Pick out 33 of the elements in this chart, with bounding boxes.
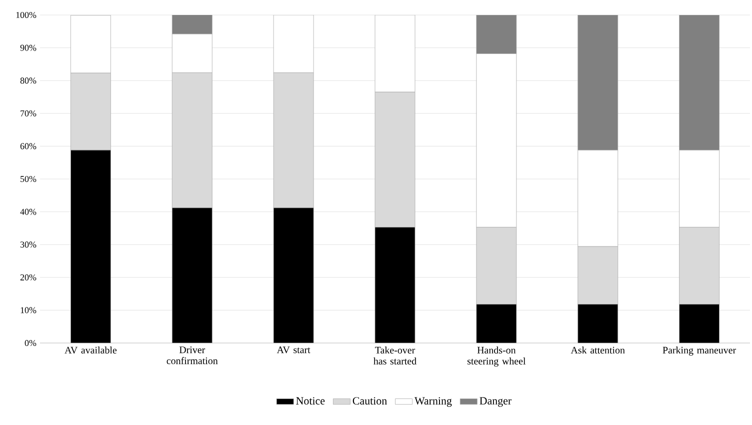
- x-tick-label: Ask attention: [570, 346, 625, 354]
- bar: [172, 14, 212, 34]
- legend-label: Notice: [296, 397, 325, 405]
- y-tick-label: 40%: [20, 208, 36, 215]
- y-tick-label: 20%: [20, 274, 36, 280]
- bar: [476, 304, 517, 343]
- legend-label: Danger: [480, 397, 512, 407]
- y-tick-label: 60%: [20, 143, 36, 150]
- bar: [679, 304, 720, 343]
- x-tick-label: AV available: [64, 346, 117, 354]
- bar: [578, 14, 618, 150]
- x-tick-label: Driver confirmation: [166, 346, 218, 364]
- bar: [374, 227, 416, 343]
- bar: [578, 304, 618, 343]
- y-tick-label: 0%: [24, 340, 36, 346]
- bar: [70, 150, 111, 343]
- bar: [679, 14, 720, 150]
- bar: [476, 14, 517, 54]
- y-tick-label: 10%: [20, 307, 36, 314]
- x-tick-label: AV start: [276, 346, 310, 354]
- y-tick-label: 90%: [20, 44, 36, 51]
- y-tick-label: 70%: [20, 110, 36, 116]
- y-tick-label: 30%: [20, 242, 36, 248]
- x-tick-label: Take-over has started: [374, 346, 416, 364]
- x-tick-label: Parking maneuver: [662, 346, 736, 356]
- y-tick-label: 100%: [16, 12, 36, 18]
- bar: [172, 208, 212, 343]
- y-tick-label: 80%: [20, 78, 36, 84]
- x-tick-label: Hands-on steering wheel: [468, 346, 526, 367]
- bar: [273, 208, 314, 343]
- y-tick-label: 50%: [20, 176, 36, 182]
- legend-label: Caution: [352, 397, 387, 405]
- legend-label: Warning: [414, 397, 452, 407]
